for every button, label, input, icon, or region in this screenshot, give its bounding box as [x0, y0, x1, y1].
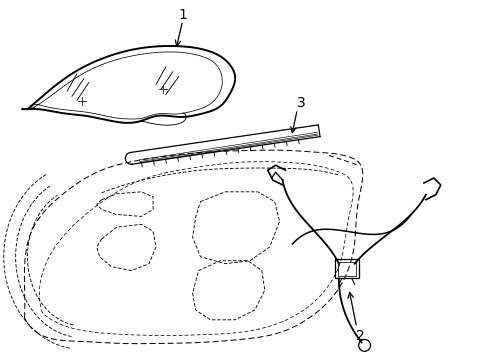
- Bar: [334, 259, 358, 278]
- Text: 2: 2: [356, 329, 365, 343]
- Text: 3: 3: [296, 96, 305, 110]
- Text: 1: 1: [178, 8, 187, 22]
- Bar: [337, 262, 355, 275]
